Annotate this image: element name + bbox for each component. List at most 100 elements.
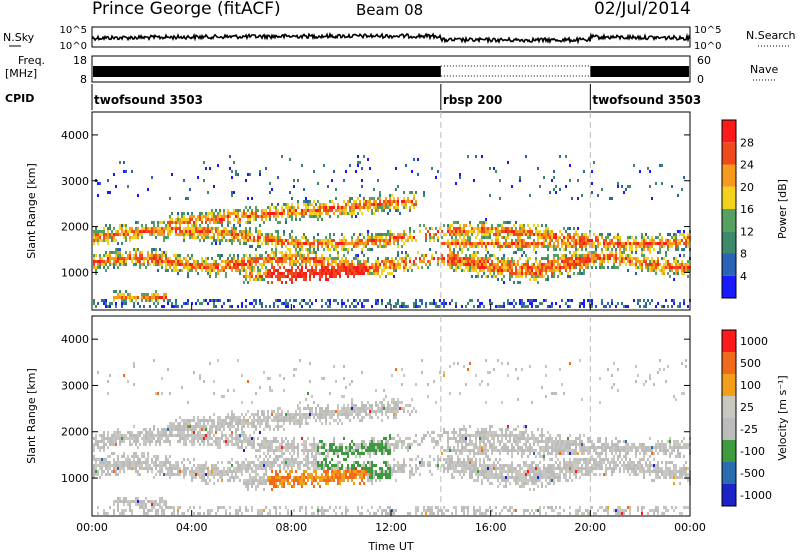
- velocity-cell: [275, 416, 277, 419]
- power-cell: [519, 281, 521, 284]
- power-cell: [179, 224, 181, 227]
- velocity-cell: [135, 497, 137, 500]
- power-cell: [605, 242, 607, 245]
- power-cell: [207, 191, 209, 194]
- power-cell: [189, 230, 191, 233]
- velocity-cell: [133, 458, 135, 461]
- power-cell: [239, 242, 241, 245]
- power-cell: [357, 263, 359, 266]
- power-cell: [453, 239, 455, 242]
- power-cell: [237, 266, 239, 269]
- power-cell: [241, 269, 243, 272]
- power-cell: [535, 242, 537, 245]
- velocity-cell: [121, 461, 123, 464]
- velocity-cell: [267, 377, 269, 380]
- power-cell: [367, 158, 369, 161]
- power-cell: [193, 233, 195, 236]
- velocity-cell: [203, 443, 205, 446]
- velocity-cell: [187, 437, 189, 440]
- velocity-cell: [155, 458, 157, 461]
- power-cell: [105, 299, 107, 302]
- power-cell: [509, 230, 511, 233]
- power-cell: [233, 218, 235, 221]
- power-cell: [219, 218, 221, 221]
- power-cell: [613, 266, 615, 269]
- velocity-cell: [267, 476, 269, 479]
- power-cell: [487, 260, 489, 263]
- power-cell: [215, 275, 217, 278]
- velocity-cell: [259, 422, 261, 425]
- power-cell: [155, 248, 157, 251]
- power-cell: [319, 269, 321, 272]
- power-cell: [297, 251, 299, 254]
- power-cell: [343, 248, 345, 251]
- power-cell: [255, 227, 257, 230]
- power-cell: [247, 233, 249, 236]
- velocity-cell: [247, 482, 249, 485]
- power-cell: [527, 233, 529, 236]
- velocity-cell: [183, 467, 185, 470]
- velocity-cell: [213, 422, 215, 425]
- velocity-cell: [239, 464, 241, 467]
- power-cell: [213, 269, 215, 272]
- power-cell: [543, 257, 545, 260]
- power-panel-ytick-label: 3000: [61, 175, 89, 188]
- power-cell: [263, 212, 265, 215]
- power-cell: [225, 215, 227, 218]
- velocity-cell: [261, 482, 263, 485]
- power-cell: [561, 254, 563, 257]
- velocity-cell: [99, 476, 101, 479]
- velocity-cell: [247, 467, 249, 470]
- power-cell: [119, 293, 121, 296]
- velocity-cell: [195, 470, 197, 473]
- power-cell: [303, 257, 305, 260]
- power-cell: [677, 248, 679, 251]
- power-cell: [317, 239, 319, 242]
- power-cell: [633, 263, 635, 266]
- power-cell: [199, 224, 201, 227]
- power-cell: [401, 260, 403, 263]
- power-cell: [509, 302, 511, 305]
- velocity-cell: [193, 416, 195, 419]
- power-cell: [361, 167, 363, 170]
- power-cell: [407, 269, 409, 272]
- velocity-cell: [183, 476, 185, 479]
- velocity-cell: [161, 497, 163, 500]
- velocity-cell: [177, 425, 179, 428]
- power-cell: [213, 305, 215, 308]
- velocity-cell: [261, 446, 263, 449]
- power-cell: [649, 248, 651, 251]
- velocity-cell: [275, 509, 277, 512]
- velocity-cell: [271, 482, 273, 485]
- power-cell: [273, 254, 275, 257]
- power-cell: [305, 302, 307, 305]
- power-cell: [557, 254, 559, 257]
- power-cell: [359, 260, 361, 263]
- power-cell: [351, 269, 353, 272]
- power-cell: [323, 242, 325, 245]
- power-cell: [377, 206, 379, 209]
- power-cell: [403, 191, 405, 194]
- power-cell: [659, 242, 661, 245]
- power-cell: [539, 263, 541, 266]
- power-cell: [507, 227, 509, 230]
- power-cell: [293, 260, 295, 263]
- power-cell: [581, 242, 583, 245]
- power-cell: [343, 236, 345, 239]
- power-cell: [211, 230, 213, 233]
- power-cell: [203, 299, 205, 302]
- power-cell: [135, 251, 137, 254]
- velocity-cell: [213, 380, 215, 383]
- velocity-cell: [249, 461, 251, 464]
- velocity-cell: [271, 419, 273, 422]
- power-cell: [483, 233, 485, 236]
- power-cell: [525, 263, 527, 266]
- power-cell: [683, 263, 685, 266]
- power-cell: [131, 236, 133, 239]
- power-cell: [373, 263, 375, 266]
- power-cell: [489, 266, 491, 269]
- velocity-cell: [227, 389, 229, 392]
- power-cell: [491, 266, 493, 269]
- velocity-cell: [277, 449, 279, 452]
- velocity-cell: [141, 503, 143, 506]
